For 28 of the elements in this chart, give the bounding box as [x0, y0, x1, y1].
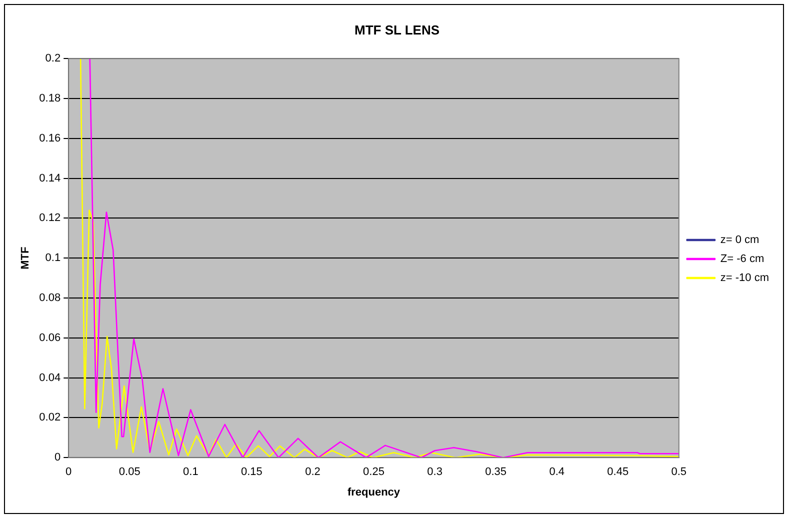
x-tick-label: 0 [66, 466, 72, 478]
y-tick-label: 0.06 [39, 332, 61, 344]
legend-label: z= 0 cm [720, 234, 760, 246]
x-tick-label: 0.05 [118, 466, 140, 478]
y-tick-label: 0.04 [39, 372, 61, 384]
x-tick-label: 0.1 [183, 466, 198, 478]
chart-title: MTF SL LENS [354, 22, 440, 38]
x-tick-label: 0.35 [485, 466, 507, 478]
y-tick-label: 0.1 [45, 252, 61, 264]
x-axis-title: frequency [347, 486, 401, 498]
x-tick-label: 0.3 [427, 466, 442, 478]
y-tick-label: 0.16 [39, 132, 61, 144]
x-tick-label: 0.15 [240, 466, 262, 478]
legend-label: z= -10 cm [720, 272, 770, 284]
y-axis-title: MTF [20, 246, 32, 270]
x-tick-label: 0.4 [549, 466, 564, 478]
y-tick-label: 0.12 [39, 212, 61, 224]
y-tick-label: 0.14 [39, 172, 61, 184]
x-tick-label: 0.2 [305, 466, 320, 478]
y-tick-label: 0.2 [45, 52, 61, 65]
x-tick-label: 0.5 [671, 466, 687, 478]
x-tick-label: 0.45 [607, 466, 629, 478]
y-tick-label: 0.02 [39, 412, 61, 424]
legend-label: Z= -6 cm [720, 253, 764, 266]
y-tick-label: 0 [54, 452, 61, 464]
y-tick-label: 0.18 [39, 92, 61, 105]
x-tick-label: 0.25 [363, 466, 384, 478]
y-tick-label: 0.08 [39, 292, 61, 304]
